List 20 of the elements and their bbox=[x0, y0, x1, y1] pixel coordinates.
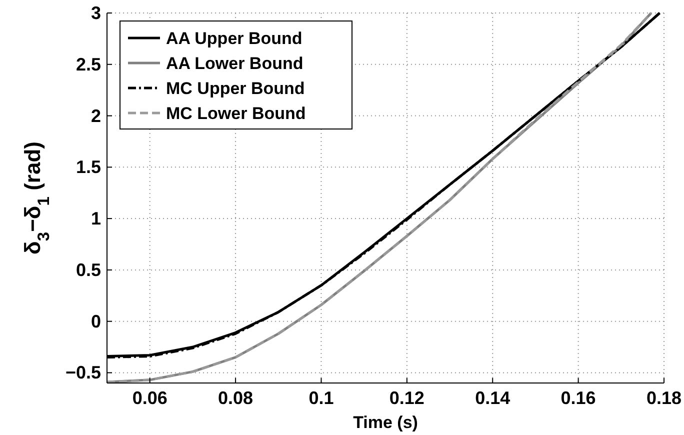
x-tick-label: 0.16 bbox=[560, 388, 596, 408]
x-tick-label: 0.1 bbox=[308, 388, 334, 408]
y-tick-label: 0.5 bbox=[76, 260, 101, 280]
y-tick-label: −0.5 bbox=[65, 362, 101, 383]
x-tick-label: 0.12 bbox=[389, 388, 424, 408]
y-tick-label: 0 bbox=[90, 311, 101, 332]
x-tick-label: 0.08 bbox=[218, 388, 254, 408]
x-tick-label: 0.18 bbox=[646, 388, 682, 408]
legend-label: AA Lower Bound bbox=[166, 54, 304, 73]
x-tick-label: 0.14 bbox=[475, 388, 510, 408]
legend-label: AA Upper Bound bbox=[166, 29, 302, 48]
x-tick-label: 0.06 bbox=[132, 388, 168, 408]
legend-label: MC Upper Bound bbox=[166, 79, 305, 98]
y-tick-label: 1.5 bbox=[76, 157, 101, 178]
y-tick-label: 2.5 bbox=[76, 54, 101, 74]
y-tick-label: 2 bbox=[90, 106, 101, 126]
legend-label: MC Lower Bound bbox=[166, 104, 306, 123]
y-tick-label: 3 bbox=[90, 3, 101, 23]
y-tick-label: 1 bbox=[90, 208, 101, 229]
x-axis-title: Time (s) bbox=[353, 413, 418, 432]
